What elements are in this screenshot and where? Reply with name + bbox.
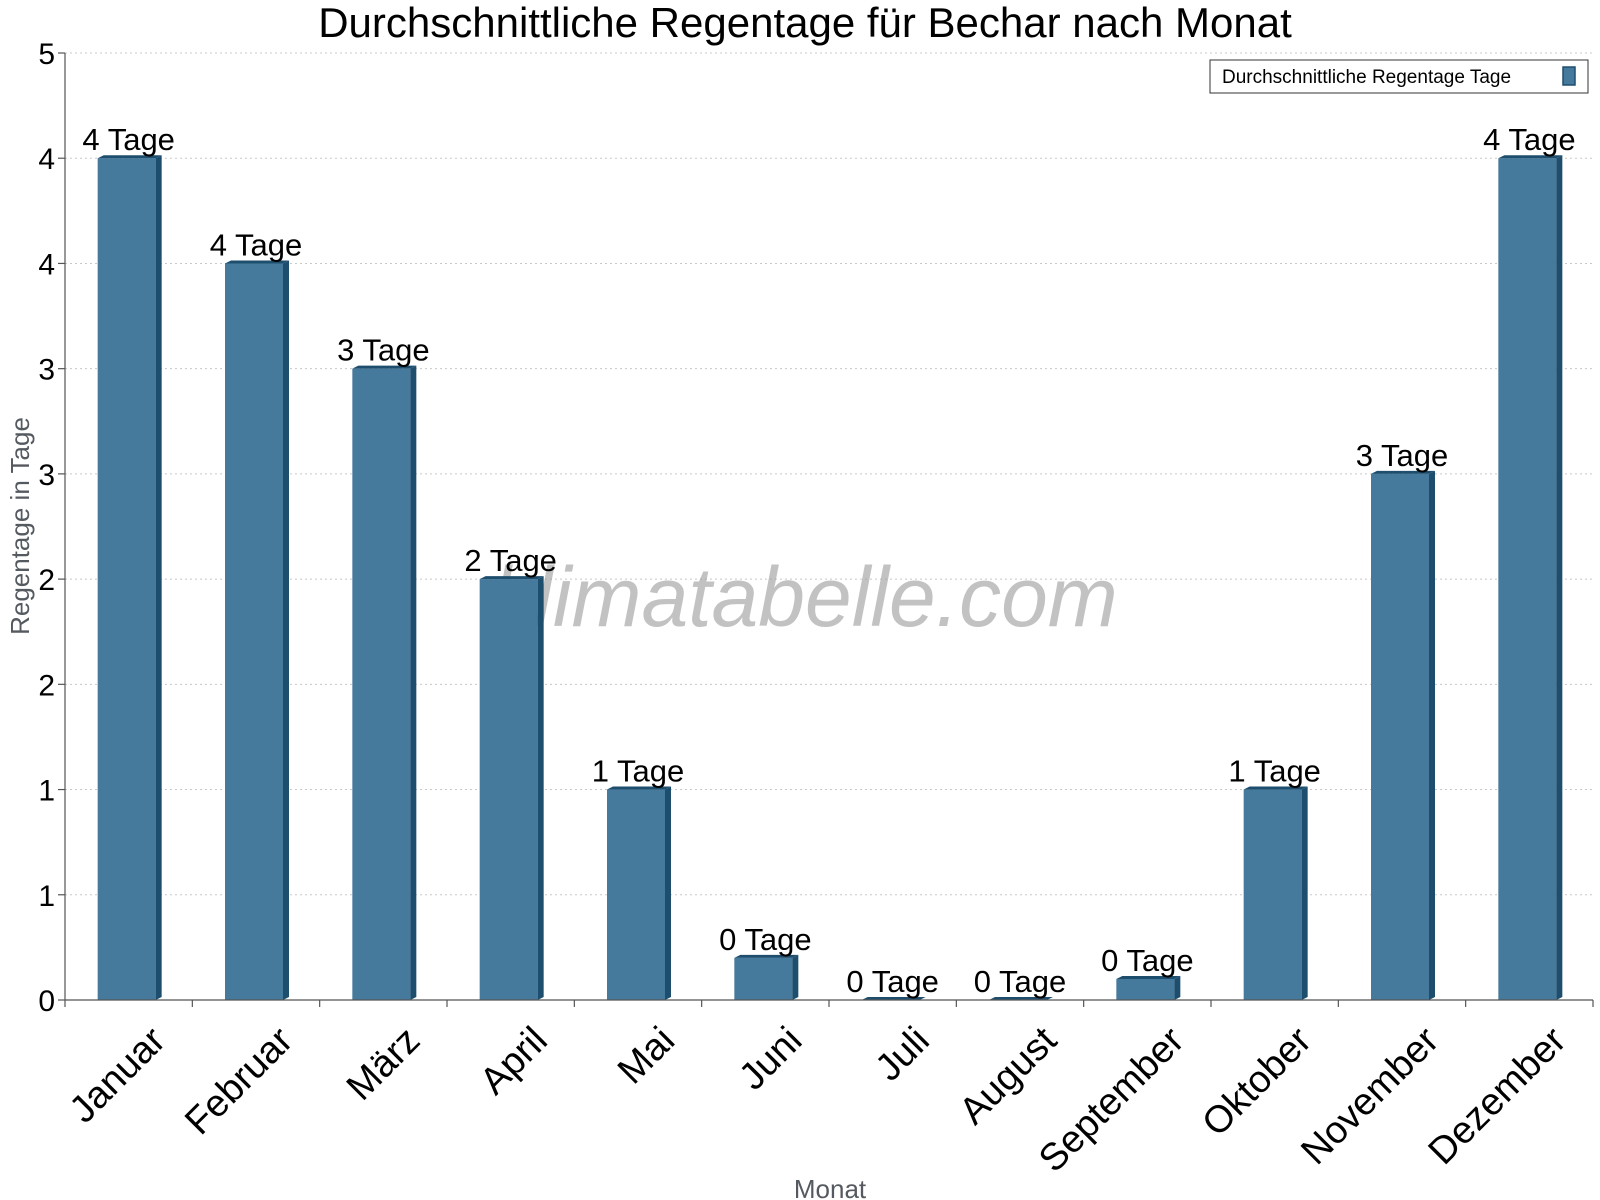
bar-september [1116, 975, 1181, 1000]
bar-side [283, 260, 289, 1000]
bar-top [607, 786, 671, 790]
bar-side [155, 155, 162, 1000]
y-tick-label: 4 [38, 248, 55, 281]
x-tick-label: Mai [610, 1019, 683, 1092]
data-label: 0 Tage [1101, 943, 1194, 978]
bar-side [410, 365, 417, 1001]
bar-top [861, 997, 926, 1000]
bar-top [1116, 975, 1181, 979]
bar-top [1498, 155, 1563, 159]
y-axis-title: Regentage in Tage [5, 417, 35, 635]
y-tick-label: 0 [38, 985, 55, 1018]
bar-januar [97, 155, 162, 1000]
bar-top [479, 576, 544, 580]
x-tick-label: August [952, 1019, 1066, 1133]
x-axis-ticks: Januar Februar März April Mai Juni Juli AugustS… [62, 1000, 1594, 1180]
y-tick-label: 4 [38, 143, 55, 176]
bar-side [665, 786, 671, 1000]
data-label: 3 Tage [337, 333, 430, 368]
x-tick-label: März [339, 1019, 428, 1108]
bar-face [1371, 473, 1429, 1000]
x-tick-label: Dezember [1421, 1019, 1575, 1173]
bar-top [1371, 470, 1435, 474]
data-label: 2 Tage [464, 543, 557, 578]
bar-februar [225, 260, 289, 1000]
bar-top [734, 954, 799, 958]
data-label: 0 Tage [846, 964, 939, 999]
bar-top [97, 155, 162, 159]
bar-juni [734, 954, 799, 1000]
bar-side [792, 954, 799, 1000]
y-tick-label: 1 [38, 775, 55, 808]
bar-juli [861, 997, 926, 1000]
data-label: 3 Tage [1356, 438, 1449, 473]
data-label: 1 Tage [1228, 754, 1321, 789]
data-label: 0 Tage [974, 964, 1067, 999]
y-tick-label: 1 [38, 880, 55, 913]
data-label: 0 Tage [719, 922, 812, 957]
bar-side [1301, 786, 1308, 1000]
x-tick-label: Januar [62, 1019, 174, 1131]
bar-side [1556, 155, 1563, 1000]
bar-face [479, 579, 538, 1000]
bar-april [479, 576, 544, 1000]
bar-side [537, 576, 544, 1000]
bar-face [225, 263, 283, 1000]
legend-swatch [1562, 66, 1576, 86]
bar-top [225, 260, 289, 264]
data-label: 1 Tage [592, 754, 685, 789]
y-tick-label: 5 [38, 38, 55, 71]
x-tick-label: Februar [177, 1019, 301, 1143]
legend-label: Durchschnittliche Regentage Tage [1222, 67, 1511, 88]
data-label: 4 Tage [210, 227, 303, 262]
bar-face [734, 957, 793, 1000]
data-labels: 4 Tage 4 Tage 3 Tage 2 Tage 1 Tage 0 Tage 0 Ta… [82, 122, 1575, 999]
bar-august [989, 997, 1053, 1000]
bar-top [1243, 786, 1308, 790]
x-tick-label: April [472, 1019, 555, 1102]
legend-box [1209, 59, 1589, 94]
legend: Durchschnittliche Regentage Tage [1209, 59, 1589, 94]
data-label: 4 Tage [82, 122, 175, 157]
bar-top [989, 997, 1053, 1000]
bar-face [352, 368, 411, 1001]
chart-title: Durchschnittliche Regentage für Bechar n… [318, 0, 1292, 46]
bar-märz [352, 365, 417, 1001]
bar-oktober [1243, 786, 1308, 1000]
bar-dezember [1498, 155, 1563, 1000]
data-label: 4 Tage [1483, 122, 1576, 157]
bar-face [1243, 789, 1302, 1000]
x-tick-label: Oktober [1194, 1019, 1320, 1145]
watermark: klimatabelle.com [492, 550, 1118, 644]
bar-side [1429, 470, 1435, 1000]
bar-face [1498, 158, 1557, 1000]
bar-side [1174, 975, 1181, 1000]
y-tick-label: 3 [38, 354, 55, 387]
x-tick-label: Juni [731, 1019, 810, 1098]
bar-face [607, 789, 665, 1000]
bar-face [1116, 978, 1175, 1000]
bars [97, 155, 1563, 1001]
y-tick-label: 2 [38, 564, 55, 597]
bar-mai [607, 786, 671, 1000]
bar-november [1371, 470, 1435, 1000]
y-tick-label: 3 [38, 459, 55, 492]
grid-lines [65, 52, 1593, 896]
x-tick-label: Juli [868, 1019, 938, 1089]
x-axis-title: Monat [794, 1174, 867, 1200]
y-tick-label: 2 [38, 669, 55, 702]
bar-top [352, 365, 417, 369]
x-tick-label: November [1293, 1019, 1447, 1173]
y-axis-ticks: 0 1 1 2 2 3 3 4 4 5 [38, 38, 65, 1018]
bar-face [97, 158, 156, 1000]
